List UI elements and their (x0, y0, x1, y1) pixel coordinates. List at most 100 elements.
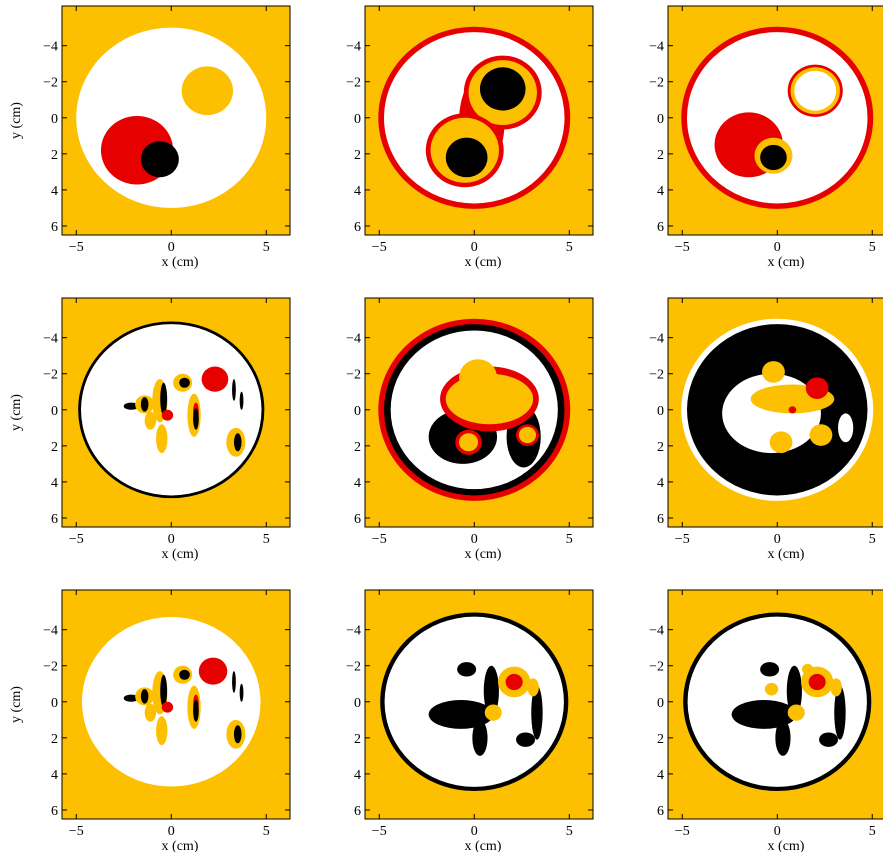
y-tick-label: −4 (649, 332, 664, 347)
x-tick-label: 0 (774, 240, 781, 255)
region (760, 144, 787, 171)
x-axis-label: x (cm) (768, 839, 805, 852)
y-tick-label: −2 (346, 76, 361, 91)
y-tick-label: −4 (346, 40, 361, 55)
axes-frame (667, 297, 883, 528)
region (505, 673, 523, 691)
y-tick-label: 0 (354, 404, 361, 419)
region (805, 377, 829, 399)
region (144, 703, 157, 722)
x-tick-label: −5 (675, 240, 690, 255)
image (365, 6, 593, 235)
region (160, 382, 168, 416)
image (62, 298, 290, 527)
region (518, 426, 536, 444)
x-tick-label: −5 (69, 240, 84, 255)
region (179, 377, 190, 388)
region (834, 685, 846, 740)
region (181, 66, 234, 116)
region (193, 407, 199, 430)
axes-frame (364, 589, 594, 820)
region (161, 409, 174, 421)
y-tick-label: −2 (649, 660, 664, 675)
y-tick-label: 6 (51, 804, 58, 819)
region (787, 704, 805, 721)
y-tick-label: 2 (51, 148, 58, 163)
region (459, 359, 498, 396)
y-tick-label: 4 (354, 768, 361, 783)
panel: −5 0 5 −4 −2 0 2 4 6 x (cm) y (cm) (9, 5, 291, 270)
x-tick-label: 0 (168, 532, 175, 547)
x-tick-label: 0 (774, 532, 781, 547)
region (232, 379, 236, 401)
region (76, 27, 267, 208)
x-tick-label: −5 (372, 240, 387, 255)
region (760, 662, 780, 677)
region (479, 67, 526, 111)
y-tick-label: 4 (657, 184, 664, 199)
region (140, 689, 149, 704)
x-tick-label: 0 (168, 240, 175, 255)
axes-frame (61, 5, 291, 236)
y-tick-label: 6 (354, 804, 361, 819)
region (769, 431, 793, 454)
y-tick-label: −2 (346, 368, 361, 383)
axes-frame (667, 589, 883, 820)
x-tick-label: −5 (69, 532, 84, 547)
region (81, 324, 262, 496)
region (762, 361, 785, 383)
y-tick-label: 0 (51, 404, 58, 419)
x-axis-label: x (cm) (465, 547, 502, 562)
y-tick-label: 4 (51, 184, 58, 199)
region (156, 716, 168, 746)
x-tick-label: −5 (372, 824, 387, 839)
region (830, 678, 842, 697)
panel: −5 0 5 −4 −2 0 2 4 6 x (cm) (649, 5, 883, 270)
image (668, 6, 883, 235)
x-tick-label: 0 (168, 824, 175, 839)
region (788, 406, 797, 414)
x-tick-label: −5 (675, 824, 690, 839)
region (161, 701, 174, 713)
x-axis-label: x (cm) (768, 255, 805, 270)
region (239, 391, 244, 410)
panel: −5 0 5 −4 −2 0 2 4 6 x (cm) (346, 297, 594, 562)
y-axis-label: y (cm) (9, 102, 24, 139)
x-tick-label: −5 (675, 532, 690, 547)
image (668, 590, 883, 819)
y-tick-label: 6 (657, 220, 664, 235)
x-tick-label: −5 (69, 824, 84, 839)
region (201, 366, 229, 392)
y-tick-label: 2 (354, 440, 361, 455)
region (233, 433, 242, 452)
region (527, 678, 539, 697)
panel: −5 0 5 −4 −2 0 2 4 6 x (cm) (346, 5, 594, 270)
x-tick-label: 5 (566, 824, 573, 839)
x-tick-label: 5 (263, 240, 270, 255)
region (531, 685, 543, 740)
x-axis-label: x (cm) (162, 547, 199, 562)
y-tick-label: 0 (657, 112, 664, 127)
x-axis-label: x (cm) (768, 547, 805, 562)
y-tick-label: 6 (51, 220, 58, 235)
y-tick-label: −2 (346, 660, 361, 675)
region (809, 424, 833, 446)
panel: −5 0 5 −4 −2 0 2 4 6 x (cm) y (cm) (9, 589, 291, 852)
region (160, 674, 168, 708)
x-tick-label: 5 (869, 240, 876, 255)
y-axis-label: y (cm) (9, 686, 24, 723)
y-tick-label: 6 (51, 512, 58, 527)
y-tick-label: 4 (354, 476, 361, 491)
region (144, 411, 157, 430)
y-tick-label: 0 (51, 696, 58, 711)
x-axis-label: x (cm) (162, 255, 199, 270)
y-tick-label: 2 (657, 732, 664, 747)
region (179, 669, 190, 680)
x-axis-label: x (cm) (465, 839, 502, 852)
y-tick-label: 2 (354, 732, 361, 747)
panel: −5 0 5 −4 −2 0 2 4 6 x (cm) (649, 297, 883, 562)
region (801, 663, 814, 675)
x-axis-label: x (cm) (465, 255, 502, 270)
region (483, 665, 499, 717)
